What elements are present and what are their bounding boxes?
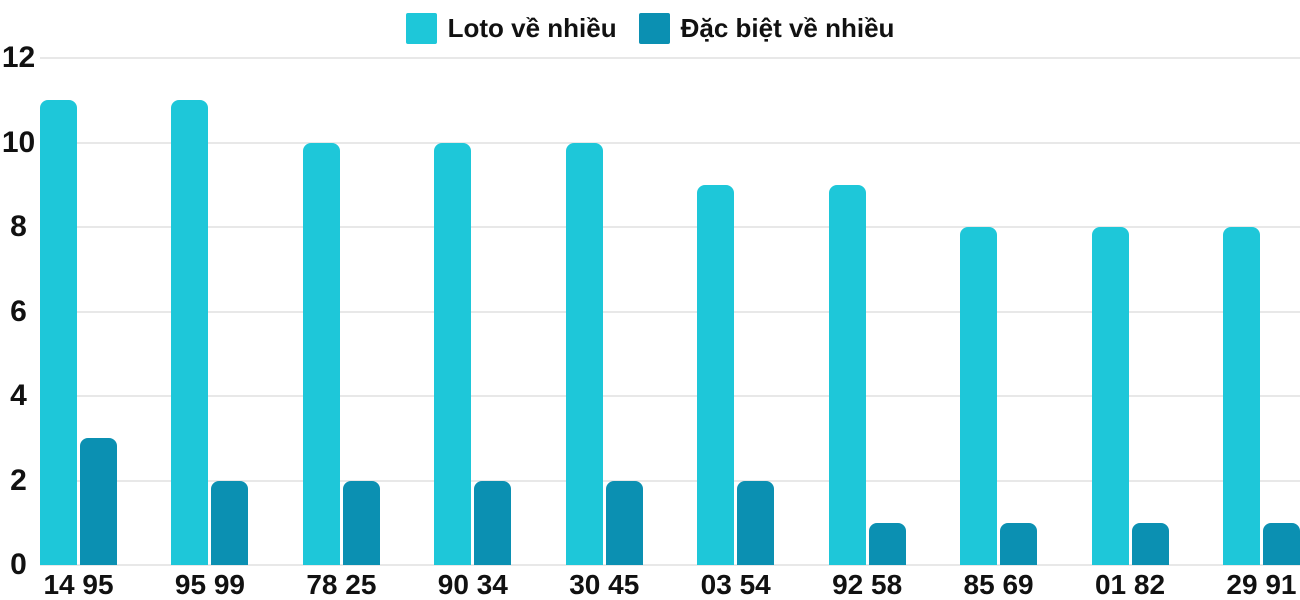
bar-loto-8[interactable] [1091, 227, 1129, 565]
bar-dac-biet-5[interactable] [737, 480, 775, 565]
plot-area [40, 0, 1300, 565]
bar-group-1 [171, 100, 249, 565]
legend-label-loto: Loto về nhiều [447, 13, 617, 43]
y-tick-label-6: 6 [10, 294, 27, 328]
legend-swatch-dac-biet-icon [638, 12, 670, 44]
bar-loto-2[interactable] [302, 142, 340, 565]
bar-group-2 [302, 142, 380, 565]
gridline-y4 [40, 395, 1300, 397]
bar-group-8 [1091, 227, 1169, 565]
legend-swatch-loto-icon [405, 12, 437, 44]
x-tick-label-7: 85 69 [963, 569, 1034, 600]
bar-loto-3[interactable] [434, 142, 472, 565]
gridline-y0 [40, 564, 1300, 566]
bar-group-4 [565, 142, 643, 565]
x-axis-labels: 14 95 95 99 78 25 90 34 30 45 03 54 92 58 85 69… [40, 571, 1300, 599]
gridline-y12 [40, 57, 1300, 59]
bar-dac-biet-1[interactable] [211, 480, 249, 565]
x-tick-label-6: 92 58 [832, 569, 903, 600]
y-tick-label-4: 4 [10, 379, 27, 412]
x-tick-label-1: 95 99 [174, 569, 245, 600]
bar-loto-9[interactable] [1222, 227, 1260, 565]
bar-loto-4[interactable] [565, 142, 603, 565]
bar-dac-biet-3[interactable] [474, 480, 512, 565]
chart-legend: Loto về nhiều Đặc biệt về nhiều [0, 10, 1300, 46]
x-tick-label-9: 29 91 [1226, 569, 1297, 600]
legend-item-loto[interactable]: Loto về nhiều [405, 12, 617, 44]
bar-dac-biet-0[interactable] [80, 438, 117, 565]
gridline-y8 [40, 226, 1300, 228]
bar-dac-biet-2[interactable] [342, 480, 380, 565]
bar-group-7 [960, 227, 1038, 565]
x-tick-label-0: 14 95 [43, 569, 114, 600]
x-tick-label-4: 30 45 [569, 569, 640, 600]
bar-group-3 [434, 142, 512, 565]
gridline-y6 [40, 310, 1300, 313]
legend-item-dac-biet[interactable]: Đặc biệt về nhiều [638, 12, 895, 44]
y-tick-label-0: 0 [10, 548, 27, 581]
y-tick-label-2: 2 [10, 463, 27, 497]
gridline-y2 [40, 479, 1300, 482]
bar-group-9 [1222, 227, 1300, 565]
bar-group-6 [828, 184, 906, 565]
bar-group-0 [40, 100, 117, 565]
bar-loto-0[interactable] [40, 100, 77, 565]
bar-dac-biet-9[interactable] [1262, 522, 1300, 565]
bar-dac-biet-8[interactable] [1131, 522, 1169, 565]
y-tick-label-8: 8 [10, 210, 27, 243]
bar-dac-biet-6[interactable] [868, 522, 906, 565]
bar-dac-biet-7[interactable] [1000, 522, 1038, 565]
bar-dac-biet-4[interactable] [605, 480, 643, 565]
y-tick-label-12: 12 [1, 41, 36, 74]
x-tick-label-5: 03 54 [700, 569, 771, 600]
bar-loto-7[interactable] [960, 227, 998, 565]
gridline-y10 [40, 141, 1300, 144]
x-tick-label-3: 90 34 [437, 569, 508, 600]
bar-loto-1[interactable] [171, 100, 209, 565]
legend-label-dac-biet: Đặc biệt về nhiều [680, 13, 895, 43]
bar-loto-5[interactable] [697, 184, 735, 565]
bar-loto-6[interactable] [828, 184, 866, 565]
x-tick-label-2: 78 25 [306, 569, 377, 600]
bar-group-5 [697, 184, 775, 565]
y-tick-label-10: 10 [1, 125, 36, 159]
x-tick-label-8: 01 82 [1094, 569, 1166, 600]
